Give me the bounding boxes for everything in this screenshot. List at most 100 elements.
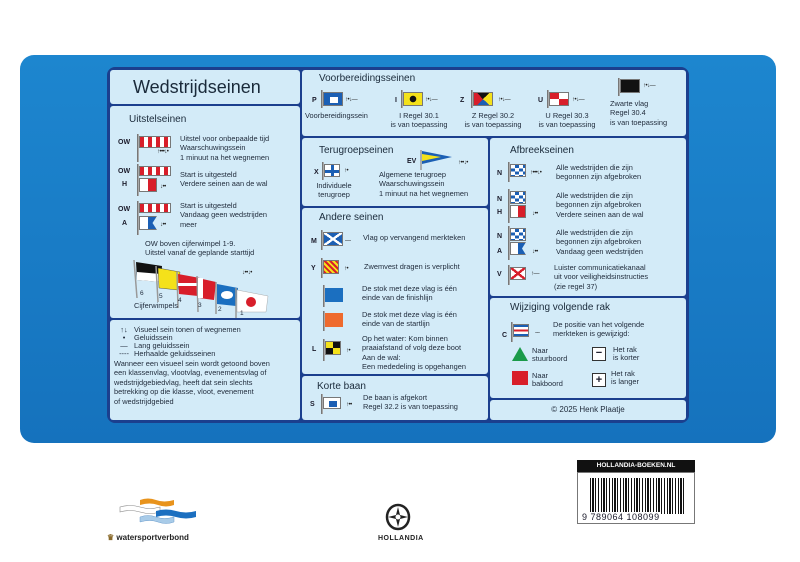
flag-label: L: [312, 346, 317, 353]
flag-text: De stok met deze vlag is één einde van de…: [362, 284, 457, 303]
flag-text: Alle wedstrijden die zijn begonnen zijn a…: [556, 163, 642, 182]
flag-label: I: [395, 97, 397, 104]
flag-pole: [508, 189, 510, 223]
flag-pole: [508, 265, 510, 285]
option-text: Naar stuurboord: [532, 346, 568, 363]
flag-pole: [401, 90, 403, 108]
sound-signal-icon: ↑•↓—: [643, 83, 656, 89]
z-flag: [473, 92, 493, 106]
i-flag: [403, 92, 423, 106]
watersportverbond-label: ♛ watersportverbond: [107, 533, 189, 542]
flag-text: U Regel 30.3 is van toepassing: [538, 111, 596, 130]
option-text: Naar bakboord: [532, 371, 563, 388]
m-flag: [323, 232, 343, 246]
flag-text: De positie van het volgende merkteken is …: [553, 320, 645, 339]
pennants-illustration: [133, 259, 269, 318]
flag-label: S: [310, 401, 315, 408]
flag-text: Op het water: Kom binnen praaiafstand of …: [362, 334, 466, 371]
sound-signal-icon: ↓••: [532, 211, 538, 217]
wijziging-panel: Wijziging volgende rak C --- De positie …: [490, 298, 686, 398]
blue-flag: [325, 288, 343, 302]
row-text: Start is uitgesteld Vandaag geen wedstrij…: [180, 201, 267, 229]
andere-heading: Andere seinen: [319, 212, 384, 223]
v-flag: [510, 267, 526, 280]
flag-pole: [321, 394, 323, 414]
option-text: Het rak is langer: [611, 369, 639, 386]
andere-panel: Andere seinen M — Vlag op vervangend mer…: [302, 208, 488, 374]
sound-signal-icon: ↑•: [346, 348, 351, 354]
pennant-number: 2: [218, 306, 222, 313]
sound-signal-icon: ↑•↓—: [425, 97, 438, 103]
flag-label: U: [538, 97, 544, 104]
sound-signal-icon: ↑•: [344, 168, 349, 174]
flag-label: N: [497, 170, 503, 177]
korte-panel: Korte baan S ↑•• De baan is afgekort Rege…: [302, 376, 488, 420]
pennant-4: [176, 271, 200, 309]
copyright-text: © 2025 Henk Plaatje: [551, 405, 625, 414]
sound-signal-icon: ↑•↓—: [572, 97, 585, 103]
ow-flag: [139, 203, 171, 213]
terugroep-panel: Terugroepseinen X ↑• Individuele terugroe…: [302, 138, 488, 206]
flag-label: OW: [118, 206, 131, 213]
pennant-3: [196, 275, 216, 313]
flag-pole: [321, 258, 323, 278]
l-flag: [325, 341, 341, 355]
flag-label: A: [497, 248, 503, 255]
pennants-label: Cijferwimpels: [134, 301, 178, 310]
flag-pole: [321, 90, 323, 108]
flag-text: Luister communicatiekanaal uit voor veili…: [554, 263, 649, 291]
visual-signal-icon: ↑↓: [120, 325, 128, 334]
flag-text: Zwarte vlag Regel 30.4 is van toepassing: [610, 99, 668, 127]
sound-signal-icon: ↓••: [160, 222, 166, 228]
uitstel-panel: Uitstelseinen OW ↑•••↓• Uitstel voor onb…: [110, 106, 300, 318]
wijziging-heading: Wijziging volgende rak: [510, 302, 611, 313]
legend-panel: ↑↓ Visueel sein tonen of wegnemen • Gelu…: [110, 320, 300, 420]
page-title: Wedstrijdseinen: [133, 77, 261, 97]
hollandia-label: HOLLANDIA: [378, 535, 424, 542]
sound-signal-icon: ↑•: [344, 266, 349, 272]
sound-signal-icon: ↑•••↓•: [530, 170, 542, 176]
flag-pole: [618, 78, 620, 96]
pennant-1: [235, 288, 269, 318]
flag-label: Y: [311, 265, 316, 272]
ev-pennant: [420, 150, 452, 170]
u-flag: [549, 92, 569, 106]
voorbereiding-heading: Voorbereidingsseinen: [319, 73, 416, 84]
minus-box-icon: −: [592, 347, 606, 361]
x-flag: [324, 164, 340, 177]
pennant-number: 5: [159, 293, 163, 300]
afbreek-heading: Afbreekseinen: [510, 145, 574, 156]
title-panel: Wedstrijdseinen: [110, 70, 300, 104]
flag-text: Voorbereidingssein: [305, 111, 368, 120]
sound-signal-icon: ↓••↓•: [242, 270, 252, 276]
h-flag: [510, 205, 526, 218]
uitstel-heading: Uitstelseinen: [129, 114, 187, 125]
watersportverbond-logo: [119, 498, 196, 524]
pennant-2: [215, 282, 238, 314]
flag-label: OW: [118, 168, 131, 175]
sound-signal-icon: ↑•••↓•: [157, 149, 169, 155]
flag-text: Individuele terugroep: [316, 181, 352, 200]
legend-text: Geluidssein: [134, 333, 173, 342]
row-text: Start is uitgesteld Verdere seinen aan de…: [180, 170, 268, 189]
flag-text: Algemene terugroep Waarschuwingssein 1 min…: [379, 170, 469, 198]
ow-flag: [139, 166, 171, 176]
barcode-header: HOLLANDIA-BOEKEN.NL: [577, 460, 695, 472]
flag-text: Alle wedstrijden die zijn begonnen zijn a…: [556, 228, 643, 256]
logo-text: watersportverbond: [116, 533, 189, 542]
y-flag: [323, 260, 339, 274]
isbn-number: 9 789064 108099: [582, 512, 660, 522]
n-flag: [510, 228, 526, 241]
flag-label: EV: [407, 158, 417, 165]
flag-pole: [323, 311, 325, 331]
a-flag: [510, 242, 526, 255]
h-flag: [139, 178, 157, 192]
flag-text: Vlag op vervangend merkteken: [363, 233, 466, 242]
flag-pole: [547, 90, 549, 108]
ow-flag: [139, 136, 171, 148]
crown-icon: ♛: [107, 533, 117, 542]
a-flag: [139, 216, 157, 230]
flag-pole: [137, 164, 139, 196]
sound-signal-icon: ↑••: [346, 402, 352, 408]
flag-text: I Regel 30.1 is van toepassing: [390, 111, 448, 130]
